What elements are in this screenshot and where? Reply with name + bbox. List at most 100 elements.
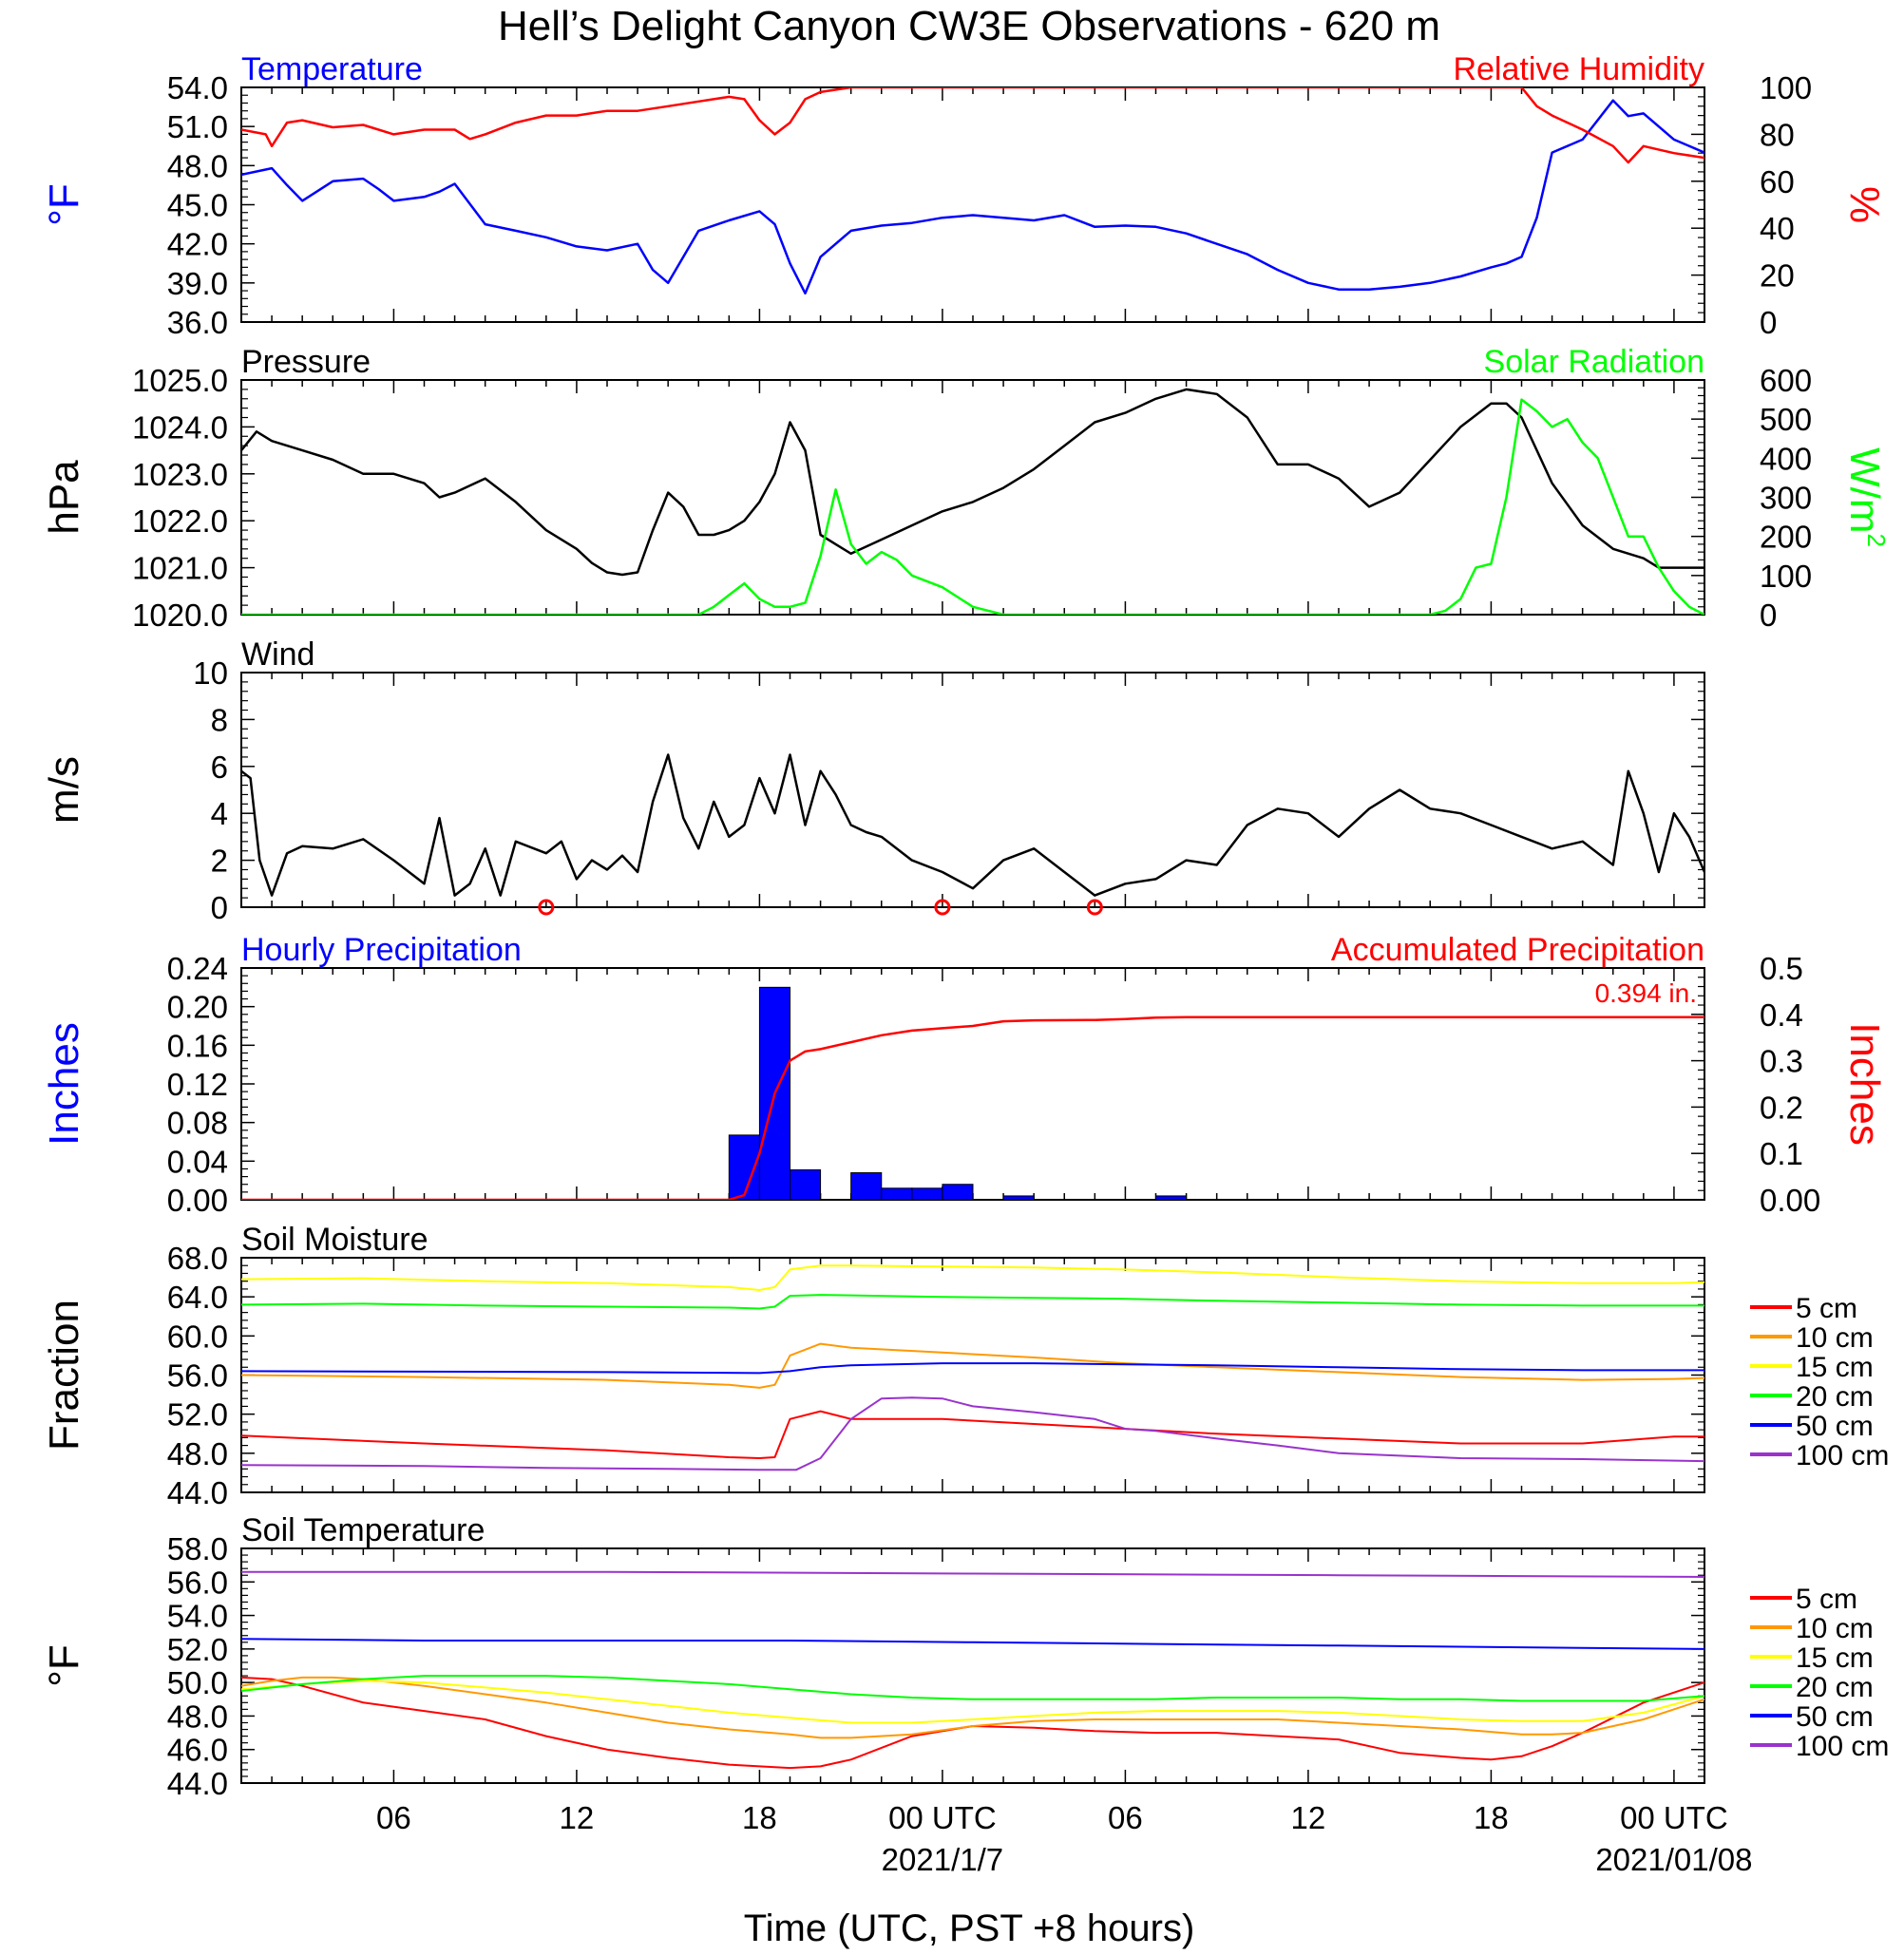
y2-tick-label: 400 xyxy=(1760,441,1812,476)
y2-axis-label: % xyxy=(1841,186,1888,223)
y2-tick-label: 60 xyxy=(1760,164,1795,199)
y-axis-label: Inches xyxy=(41,1022,87,1146)
y-tick-label: 52.0 xyxy=(167,1397,228,1433)
panel-soil_moist: 44.0 48.052.056.0 60.0 64.0 68.0 Soil Moistur… xyxy=(41,1222,1889,1510)
series-line-100-cm xyxy=(241,1570,1704,1578)
calm-wind-marker xyxy=(1086,899,1103,916)
y2-tick-label: 0.2 xyxy=(1760,1090,1803,1125)
x-tick-label: 00 UTC xyxy=(1620,1800,1728,1835)
legend-label: 100 cm xyxy=(1796,1440,1889,1471)
panel-title-right: Relative Humidity xyxy=(1453,51,1704,87)
plot-frame xyxy=(240,1257,1705,1493)
y2-tick-label: 100 xyxy=(1760,559,1812,594)
y-axis-label: m/s xyxy=(41,756,87,824)
y2-tick-label: 0.3 xyxy=(1760,1044,1803,1079)
legend-label: 15 cm xyxy=(1796,1352,1874,1383)
y-tick-label: 0.00 xyxy=(167,1183,228,1218)
series-line-temperature xyxy=(241,99,1704,295)
y2-tick-label: 0 xyxy=(1760,305,1777,340)
legend-label: 10 cm xyxy=(1796,1613,1874,1644)
y-tick-label: 45.0 xyxy=(167,188,228,223)
y2-tick-label: 300 xyxy=(1760,481,1812,516)
y-tick-label: 54.0 xyxy=(167,70,228,105)
y-tick-label: 0.08 xyxy=(167,1106,228,1141)
series-line-20-cm xyxy=(241,1675,1704,1702)
y-tick-label: 1025.0 xyxy=(132,363,228,398)
x-axis-label: Time (UTC, PST +8 hours) xyxy=(744,1908,1195,1949)
y-tick-label: 60.0 xyxy=(167,1319,228,1354)
y-tick-label: 2 xyxy=(211,844,228,879)
series-line-pressure xyxy=(241,388,1704,577)
panel-pres_solar: 1020.0 1021.0 1022.0 1023.0 1024.0 1025.0 0 100… xyxy=(41,344,1891,633)
y2-tick-label: 0.1 xyxy=(1760,1136,1803,1171)
series-line-20-cm xyxy=(241,1294,1704,1310)
y-tick-label: 56.0 xyxy=(167,1358,228,1394)
y2-tick-label: 200 xyxy=(1760,520,1812,555)
x-date-label: 2021/01/08 xyxy=(1595,1842,1752,1877)
precip-bar xyxy=(911,1187,943,1201)
panel-title-left: Soil Temperature xyxy=(241,1512,485,1548)
precip-bar xyxy=(1155,1195,1188,1201)
legend-label: 10 cm xyxy=(1796,1322,1874,1354)
y-tick-label: 52.0 xyxy=(167,1632,228,1667)
y-tick-label: 44.0 xyxy=(167,1475,228,1510)
x-tick-label: 12 xyxy=(1291,1800,1326,1835)
legend-label: 50 cm xyxy=(1796,1411,1874,1442)
legend-label: 20 cm xyxy=(1796,1381,1874,1413)
plot-frame xyxy=(240,86,1705,323)
y-tick-label: 51.0 xyxy=(167,109,228,144)
y2-tick-label: 0.00 xyxy=(1760,1183,1820,1218)
y-axis-label: Fraction xyxy=(41,1300,87,1451)
precip-bar xyxy=(1002,1195,1035,1201)
x-tick-label: 00 UTC xyxy=(888,1800,997,1835)
calm-wind-marker xyxy=(934,899,951,916)
panel-title-left: Soil Moisture xyxy=(241,1222,428,1258)
panel-title-left: Temperature xyxy=(241,51,423,87)
y-axis-label: °F xyxy=(41,183,87,225)
x-axis: 06 12 18 00 UTC 06 12 18 00 UTC 2021/1/7 2021/01/… xyxy=(376,1800,1752,1877)
y-tick-label: 10 xyxy=(193,655,228,691)
y-tick-label: 4 xyxy=(211,796,228,831)
series-line-10-cm xyxy=(241,1676,1704,1739)
chart-title: Hell’s Delight Canyon CW3E Observations … xyxy=(498,3,1440,49)
y2-tick-label: 0.5 xyxy=(1760,951,1803,986)
series-line-15-cm xyxy=(241,1680,1704,1724)
y2-tick-label: 20 xyxy=(1760,258,1795,294)
y-axis-label: °F xyxy=(41,1644,87,1686)
calm-wind-marker xyxy=(538,899,555,916)
y-tick-label: 48.0 xyxy=(167,1436,228,1471)
y-tick-label: 36.0 xyxy=(167,305,228,340)
y-tick-label: 8 xyxy=(211,702,228,737)
legend-label: 5 cm xyxy=(1796,1293,1857,1324)
series-line-accumulated-precipitation xyxy=(241,1015,1704,1200)
panel-wind: 0 2 4 6 8 10 Wind m/s xyxy=(41,636,1705,925)
precip-bar xyxy=(790,1168,822,1201)
series-line-relative-humidity xyxy=(241,87,1704,164)
series-line-50-cm xyxy=(241,1362,1704,1375)
y-tick-label: 0 xyxy=(211,890,228,925)
y-tick-label: 48.0 xyxy=(167,1699,228,1734)
y-tick-label: 44.0 xyxy=(167,1766,228,1801)
x-tick-label: 12 xyxy=(560,1800,595,1835)
legend-label: 50 cm xyxy=(1796,1701,1874,1733)
x-tick-label: 18 xyxy=(742,1800,777,1835)
total-annotation: 0.394 in. xyxy=(1595,978,1697,1008)
y-tick-label: 0.12 xyxy=(167,1067,228,1102)
legend-label: 20 cm xyxy=(1796,1672,1874,1703)
series-line-solar-radiation xyxy=(241,398,1704,615)
precip-bar xyxy=(942,1184,974,1201)
panel-soil_temp: 44.046.048.050.052.054.056.058.0 Soil Tem… xyxy=(41,1512,1889,1801)
y-tick-label: 46.0 xyxy=(167,1733,228,1768)
y-tick-label: 68.0 xyxy=(167,1241,228,1276)
panel-temp_rh: 36.0 39.0 42.0 45.0 48.0 51.0 54.0 0 20 40 60 80 100… xyxy=(41,51,1888,340)
y2-tick-label: 0 xyxy=(1760,598,1777,633)
legend-label: 5 cm xyxy=(1796,1584,1857,1615)
panel-title-left: Pressure xyxy=(241,344,371,380)
y2-tick-label: 0.4 xyxy=(1760,997,1803,1033)
y-tick-label: 50.0 xyxy=(167,1665,228,1700)
x-tick-label: 06 xyxy=(1108,1800,1143,1835)
y-axis-label: hPa xyxy=(41,460,87,535)
panel-title-right: Solar Radiation xyxy=(1484,344,1704,380)
series-line-50-cm xyxy=(241,1638,1704,1650)
